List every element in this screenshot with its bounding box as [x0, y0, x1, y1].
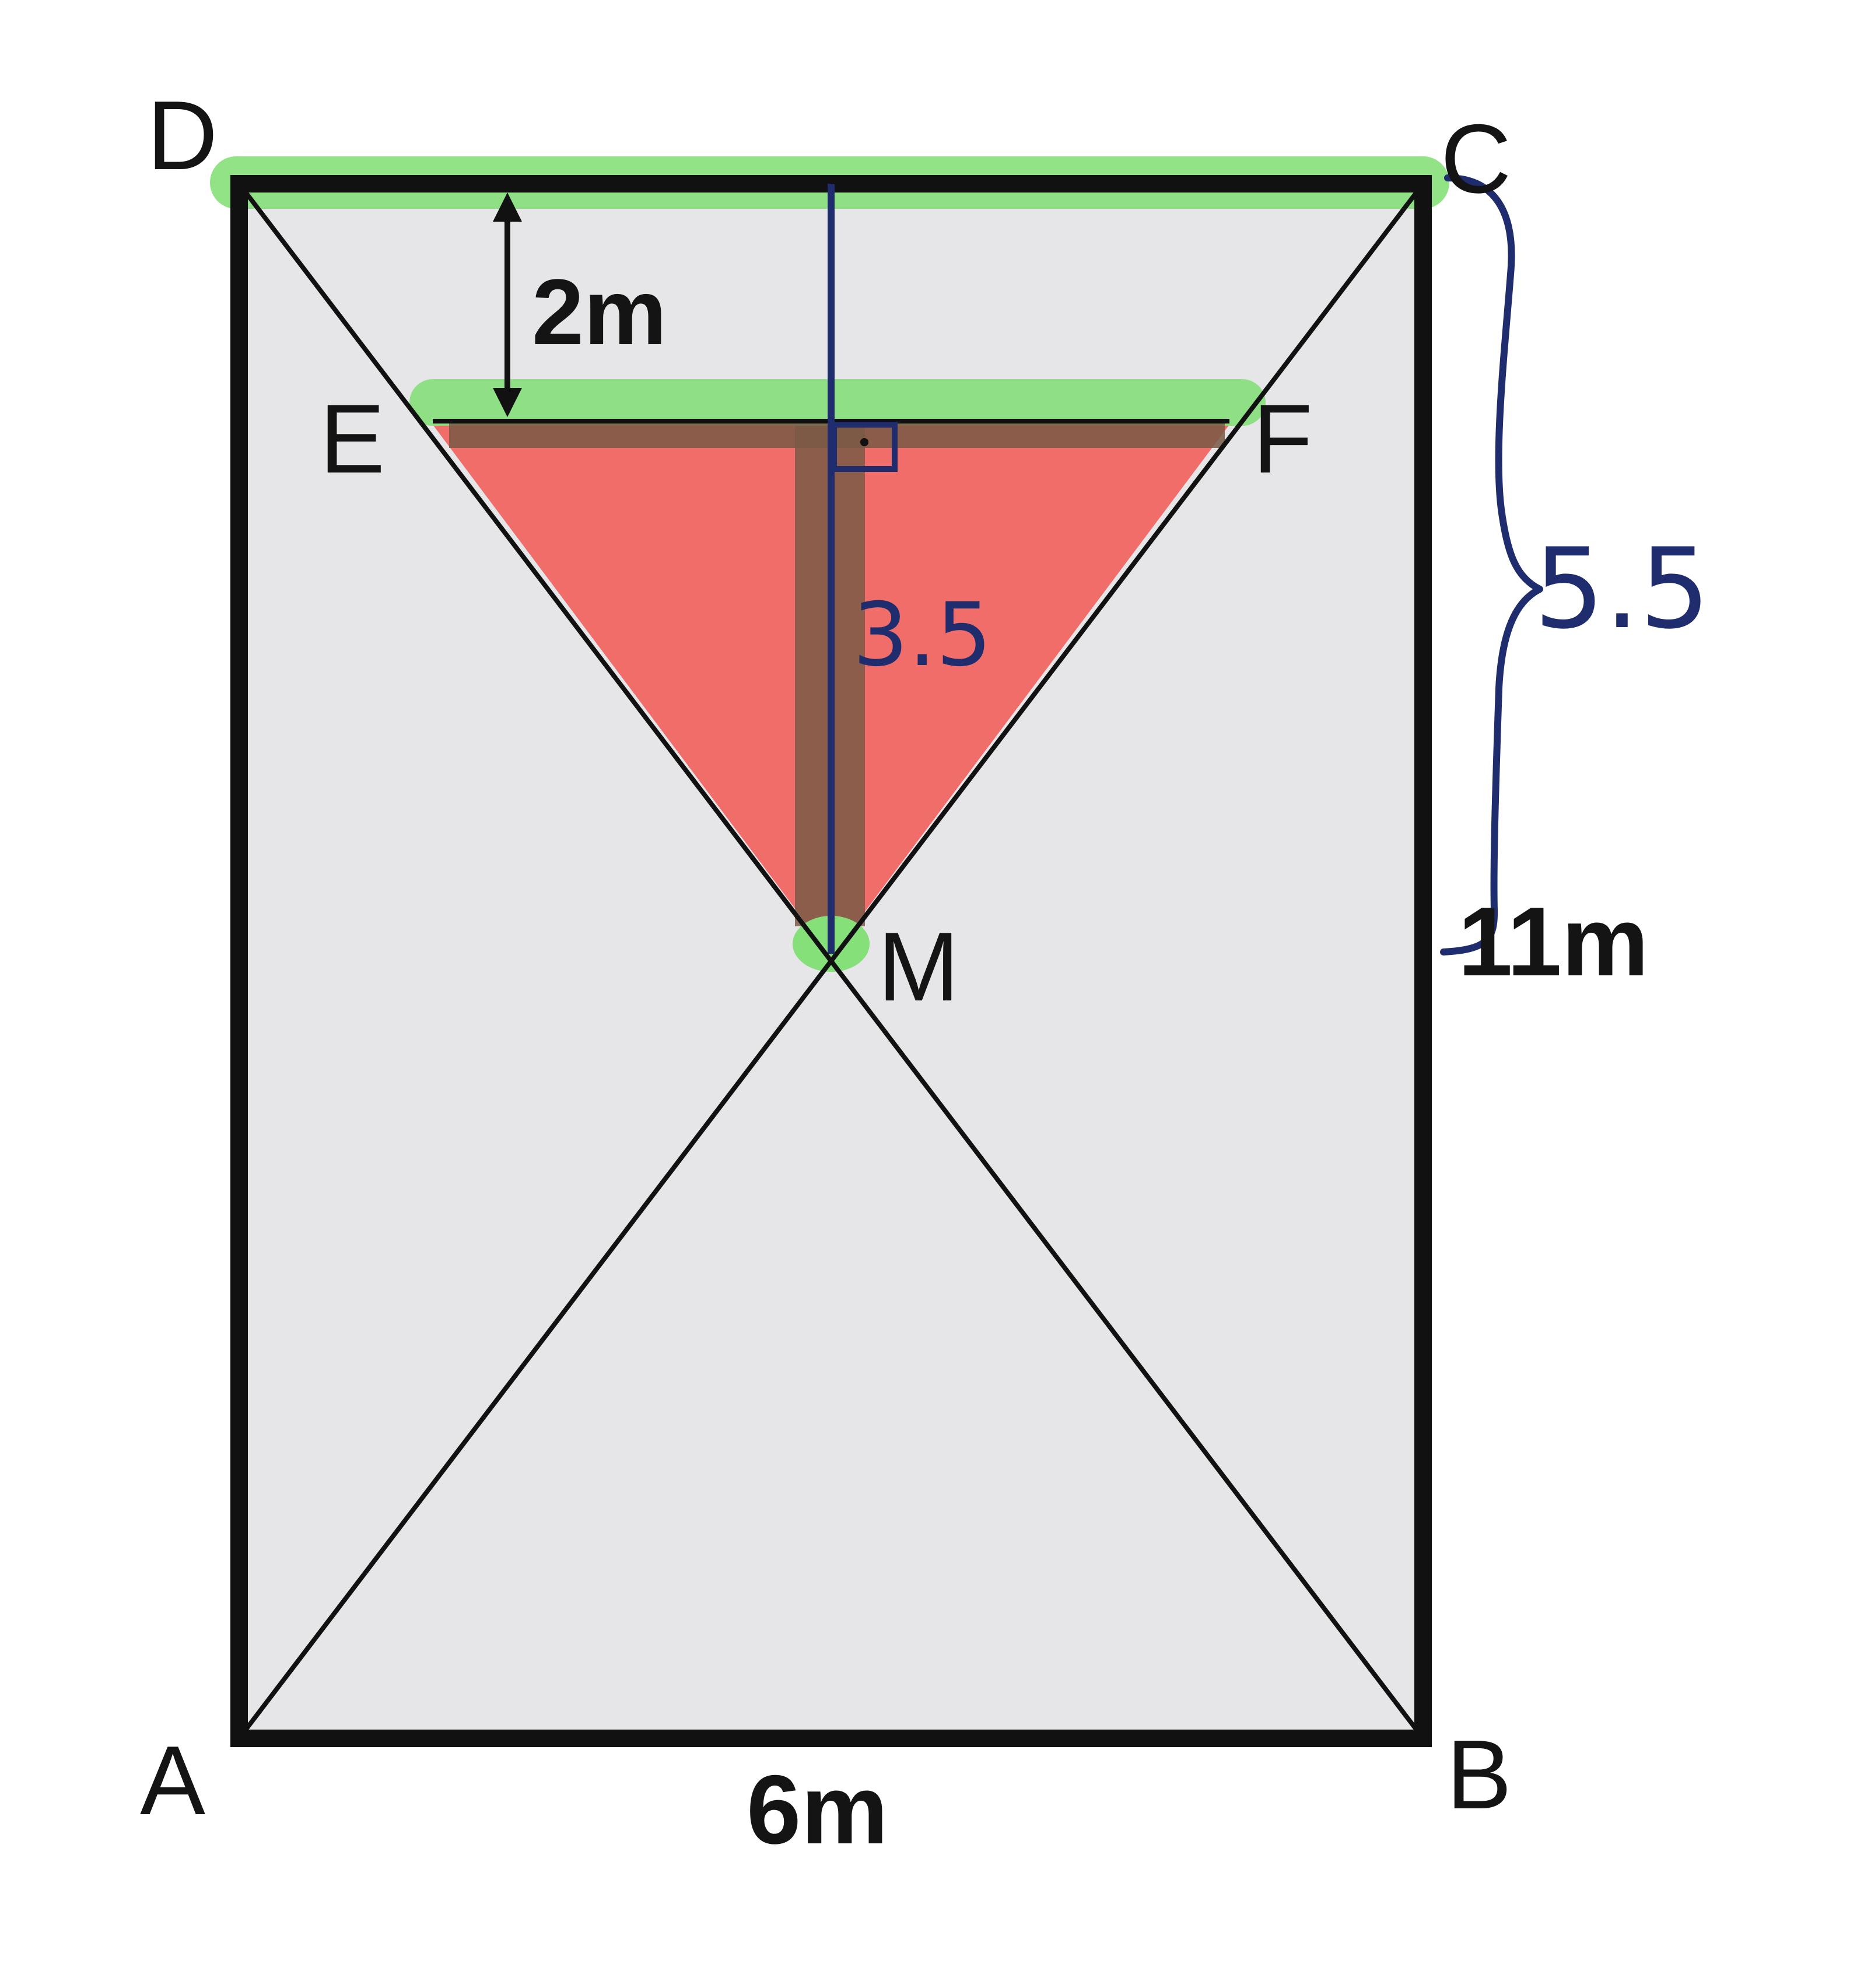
label-d: D — [147, 80, 218, 190]
label-c: C — [1441, 104, 1511, 214]
measure-width: 6m — [747, 1755, 888, 1864]
measure-triangle-height: 3.5 — [853, 584, 992, 686]
label-a: A — [140, 1726, 205, 1835]
right-angle-marker — [831, 422, 898, 472]
label-m: M — [878, 912, 959, 1021]
label-f: F — [1253, 384, 1313, 494]
label-e: E — [320, 384, 385, 494]
label-b: B — [1446, 1720, 1512, 1829]
right-angle-dot — [860, 438, 868, 446]
measure-half-height: 5.5 — [1534, 524, 1710, 653]
diagonal-ac — [237, 182, 1425, 1740]
brace-5-5 — [1440, 174, 1543, 956]
measure-height: 11m — [1458, 887, 1649, 996]
measure-depth: 2m — [532, 260, 667, 364]
